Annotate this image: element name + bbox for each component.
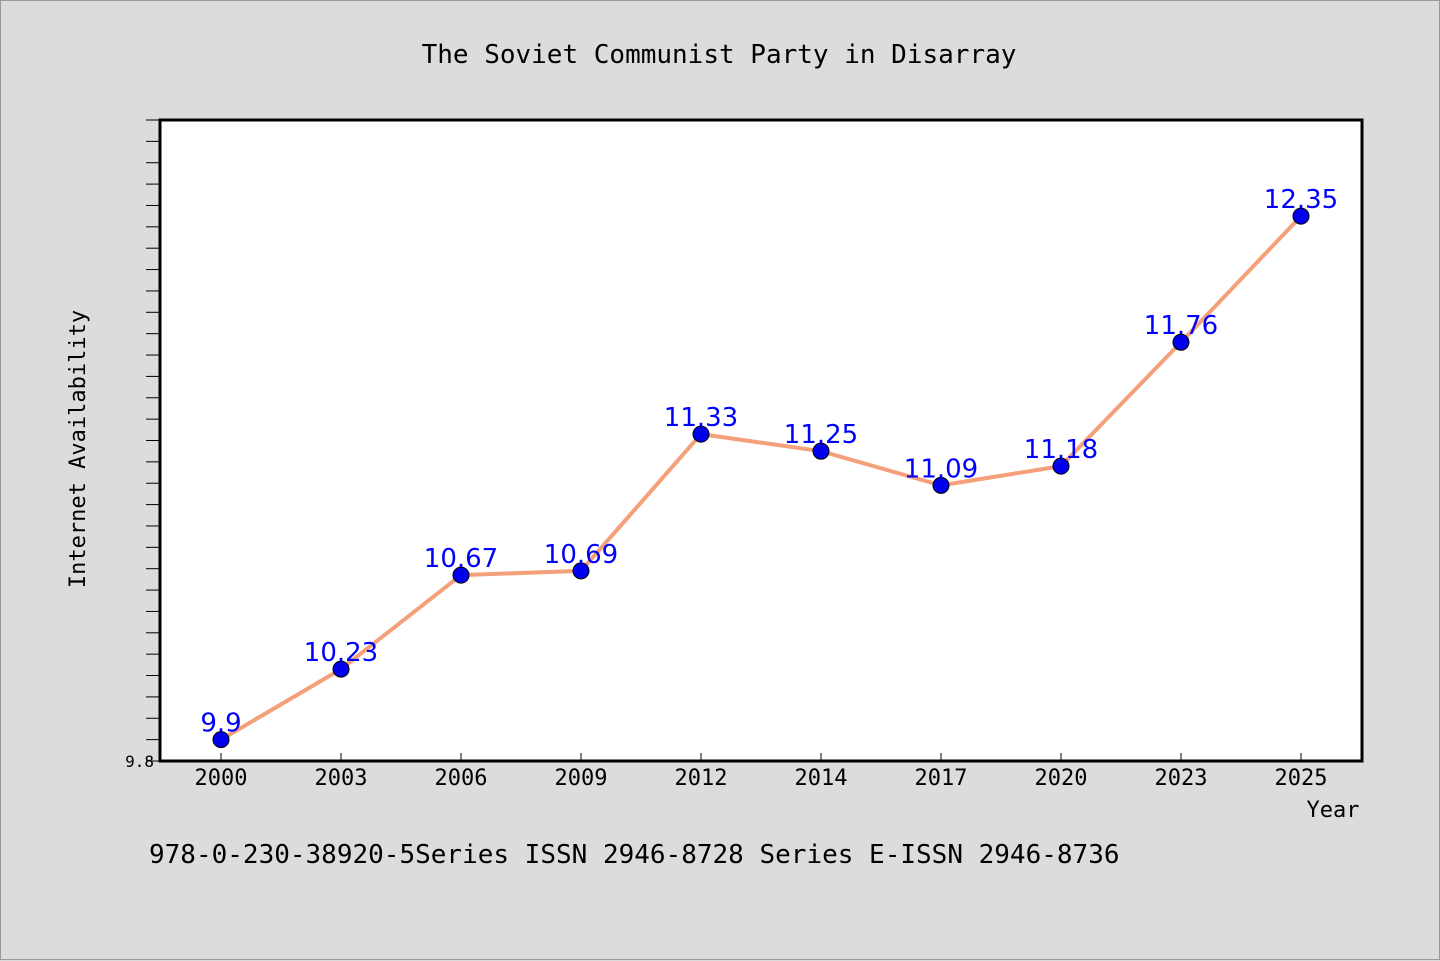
x-axis-ticks: 2000 2003 2006 2009 2012 2014 2017 2020 2023 2025: [195, 753, 1328, 791]
data-label-2014: 11.25: [784, 420, 858, 450]
data-point-2003: [332, 660, 350, 678]
data-point-2000: [212, 731, 230, 749]
data-label-2006: 10.67: [424, 544, 498, 574]
x-tick-label-2000: 2000: [195, 766, 248, 791]
data-label-2003: 10.23: [304, 638, 378, 668]
data-point-2023: [1172, 333, 1190, 351]
series-group: 9.9 10.23 10.67 10.69 11.33 11.25 11.09 11.18 11…: [200, 185, 1338, 749]
data-point-2014: [812, 442, 830, 460]
x-tick-label-2006: 2006: [435, 766, 488, 791]
data-label-2009: 10.69: [544, 540, 618, 570]
x-tick-label-2014: 2014: [795, 766, 848, 791]
x-tick-label-2023: 2023: [1155, 766, 1208, 791]
y-tick-label: 9.8: [125, 752, 154, 771]
x-tick-label-2025: 2025: [1275, 766, 1328, 791]
data-label-2000: 9.9: [200, 709, 241, 739]
x-axis-label: Year: [1307, 798, 1360, 823]
data-point-2012: [692, 425, 710, 443]
x-tick-label-2012: 2012: [675, 766, 728, 791]
data-label-2012: 11.33: [664, 403, 738, 433]
footer-isbn-issn-text: 978-0-230-38920-5Series ISSN 2946-8728 S…: [149, 840, 1120, 870]
x-tick-label-2020: 2020: [1035, 766, 1088, 791]
chart-title: The Soviet Communist Party in Disarray: [422, 40, 1017, 70]
series-line: [219, 214, 1303, 742]
data-label-2023: 11.76: [1144, 311, 1218, 341]
y-axis-ticks: 9.8: [125, 119, 160, 771]
data-label-2020: 11.18: [1024, 435, 1098, 465]
y-axis-label: Internet Availability: [66, 310, 91, 588]
x-tick-label-2009: 2009: [555, 766, 608, 791]
data-point-2009: [572, 562, 590, 580]
x-tick-label-2017: 2017: [915, 766, 968, 791]
data-label-2025: 12.35: [1264, 185, 1338, 215]
data-point-2020: [1052, 457, 1070, 475]
data-label-2017: 11.09: [904, 454, 978, 484]
x-tick-label-2003: 2003: [315, 766, 368, 791]
data-point-2017: [932, 476, 950, 494]
data-point-2006: [452, 566, 470, 584]
data-point-2025: [1292, 207, 1310, 225]
